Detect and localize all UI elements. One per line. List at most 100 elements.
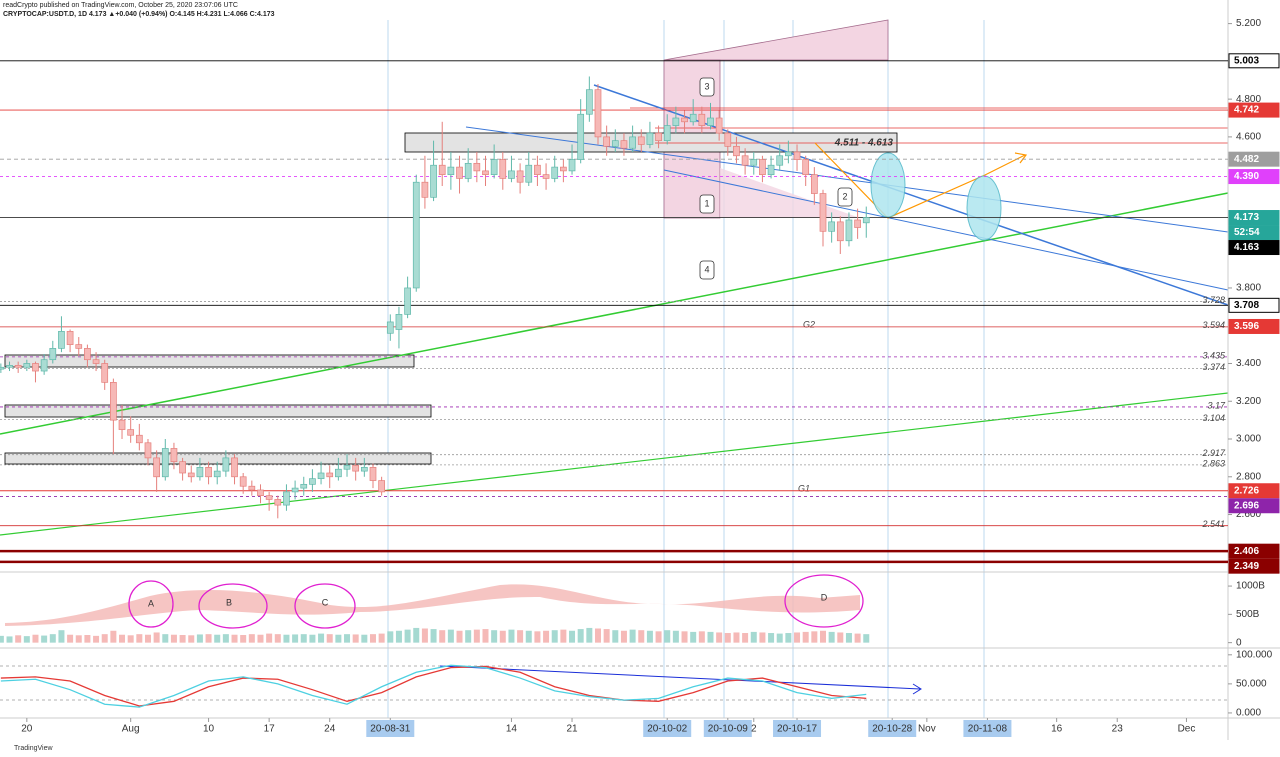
volume-bar — [119, 634, 126, 643]
price-badge — [1228, 169, 1280, 185]
candle-body — [663, 125, 671, 142]
candle-body — [404, 287, 411, 315]
candle-body — [291, 487, 299, 493]
candle-body — [438, 164, 446, 176]
candle-body — [672, 117, 680, 126]
candle-body — [326, 472, 334, 478]
candle-body — [620, 140, 628, 149]
candle-body — [767, 164, 775, 176]
volume-bar — [15, 635, 22, 643]
x-tick-box — [963, 720, 1012, 737]
x-tick-label: 14 — [506, 724, 518, 735]
volume-bar — [257, 634, 264, 643]
y-tick-label: 50.000 — [1236, 679, 1267, 690]
candle-body — [378, 480, 385, 493]
candle-body — [222, 457, 230, 472]
volume-bar — [491, 630, 498, 643]
symbol-info: CRYPTOCAP:USDT.D, 1D 4.173 ▲+0.040 (+0.9… — [3, 11, 275, 18]
annotation: 4.511 - 4.613 — [834, 138, 894, 149]
candle-body — [715, 117, 723, 134]
candle-body — [0, 366, 5, 370]
volume-bar — [845, 633, 852, 643]
candle-body — [836, 221, 844, 242]
x-tick-label: 10 — [203, 724, 215, 735]
volume-bar — [456, 630, 463, 643]
x-tick-label: 20 — [21, 724, 33, 735]
candle-body — [724, 132, 732, 147]
volume-bar — [543, 630, 550, 643]
candle-body — [101, 363, 109, 383]
candle-body — [551, 166, 559, 179]
volume-bar — [214, 634, 221, 643]
candle-body — [819, 193, 827, 232]
volume-bar — [23, 636, 30, 643]
y-tick-label: 100.000 — [1236, 649, 1273, 660]
candle-body — [369, 466, 377, 481]
x-tick-label: 20-10-02 — [647, 724, 687, 735]
candle-body — [205, 466, 212, 478]
volume-bar — [447, 629, 454, 643]
candle-body — [135, 434, 143, 444]
candle-body — [750, 159, 758, 166]
candle-body — [464, 162, 472, 179]
volume-bar — [785, 633, 792, 643]
volume-bar — [577, 629, 584, 643]
volume-bar — [170, 634, 177, 643]
volume-bar — [629, 629, 636, 643]
candle-body — [733, 145, 740, 157]
volume-bar — [837, 632, 844, 643]
candle-body — [785, 151, 792, 157]
volume-bar — [274, 634, 281, 643]
candle-body — [560, 166, 567, 172]
volume-bar — [499, 630, 506, 643]
candle-body — [689, 113, 697, 123]
candle-body — [66, 331, 74, 345]
volume-bar — [326, 634, 333, 643]
volume-bar — [733, 632, 740, 643]
candle-body — [196, 466, 204, 478]
price-badge-label: 3.708 — [1234, 300, 1259, 311]
footer-brand: TradingView — [14, 745, 53, 752]
candle-body — [84, 348, 91, 361]
oscillator-line — [0, 664, 867, 708]
candle-body — [568, 159, 576, 172]
volume-bar — [473, 629, 480, 643]
candle-body — [802, 159, 810, 176]
volume-bar — [534, 631, 541, 643]
candle-body — [456, 166, 463, 179]
volume-bar — [361, 634, 368, 643]
candle-body — [6, 365, 13, 368]
y-tick-label: 0.000 — [1236, 708, 1261, 719]
price-badge — [1228, 558, 1280, 574]
price-badge — [1228, 225, 1280, 241]
x-tick-label: Nov — [918, 724, 936, 735]
candle-body — [698, 113, 706, 126]
candle-body — [577, 113, 585, 160]
volume-bar — [196, 634, 203, 643]
candle-body — [430, 164, 437, 198]
candle-body — [776, 155, 784, 166]
volume-bar — [188, 635, 195, 643]
price-badge — [1228, 543, 1280, 559]
price-badge-label: 4.163 — [1234, 242, 1259, 253]
volume-bar — [612, 630, 619, 643]
candle-body — [118, 419, 126, 430]
x-tick-label: 21 — [566, 724, 578, 735]
volume-bar — [620, 630, 627, 643]
candle-body — [127, 429, 135, 436]
price-badge — [1228, 210, 1280, 226]
y-tick-label: 2.800 — [1236, 471, 1261, 482]
volume-bar — [0, 635, 4, 643]
candle-body — [58, 331, 65, 349]
candle-body — [239, 476, 247, 487]
level-label: 3.17 — [1207, 400, 1226, 410]
y-tick-label: 5.200 — [1236, 18, 1261, 29]
candle-body — [309, 478, 316, 485]
volume-bar — [586, 627, 593, 643]
candle-body — [854, 219, 861, 228]
volume-bar — [413, 627, 420, 643]
y-tick-label: 1000B — [1236, 581, 1265, 592]
candle-body — [257, 489, 264, 497]
y-tick-label: 3.200 — [1236, 396, 1261, 407]
